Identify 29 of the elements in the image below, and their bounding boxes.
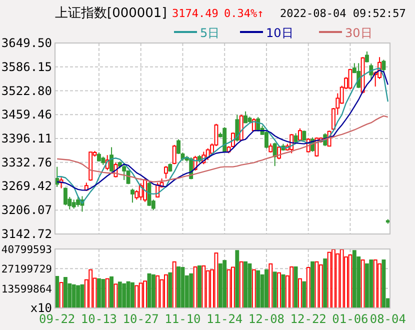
y-tick-label: 3649.50 (1, 36, 52, 50)
x-tick-label: 11-24 (206, 312, 243, 326)
y-tick-label: 3332.76 (1, 155, 52, 170)
text: 0.34%↑ (224, 7, 264, 20)
y-tick-label: 40799593 (1, 244, 52, 256)
x-tick-label: 01-06 (332, 312, 368, 326)
text: 2022-08-04 09:52:57 (280, 7, 406, 20)
x-tick-label: 08-04 (370, 312, 406, 326)
y-tick-label: 27199729 (1, 264, 52, 276)
y-tick-label: x10 (30, 301, 52, 315)
text: 3174.49 (172, 7, 218, 20)
y-tick-label: 3142.72 (1, 227, 52, 241)
legend-label: 5日 (200, 26, 220, 40)
y-tick-label: 3206.07 (1, 203, 52, 218)
x-tick-label: 10-13 (80, 312, 118, 326)
y-tick-label: 3586.15 (1, 60, 52, 74)
y-tick-label: 3396.11 (1, 132, 52, 146)
x-tick-label: 09-22 (39, 312, 76, 326)
legend-label: 30日 (345, 26, 372, 40)
x-tick-label: 12-08 (248, 312, 285, 326)
chart-title: 上证指数[000001] (55, 6, 167, 21)
x-tick-label: 12-22 (290, 312, 326, 326)
legend-label: 10日 (266, 26, 294, 40)
x-tick-label: 10-27 (122, 312, 159, 326)
y-tick-label: 13599864 (1, 283, 52, 296)
x-tick-label: 11-10 (164, 312, 201, 326)
y-tick-label: 3459.46 (1, 108, 52, 122)
y-tick-label: 3269.42 (1, 179, 52, 194)
y-tick-label: 3522.80 (1, 84, 52, 98)
